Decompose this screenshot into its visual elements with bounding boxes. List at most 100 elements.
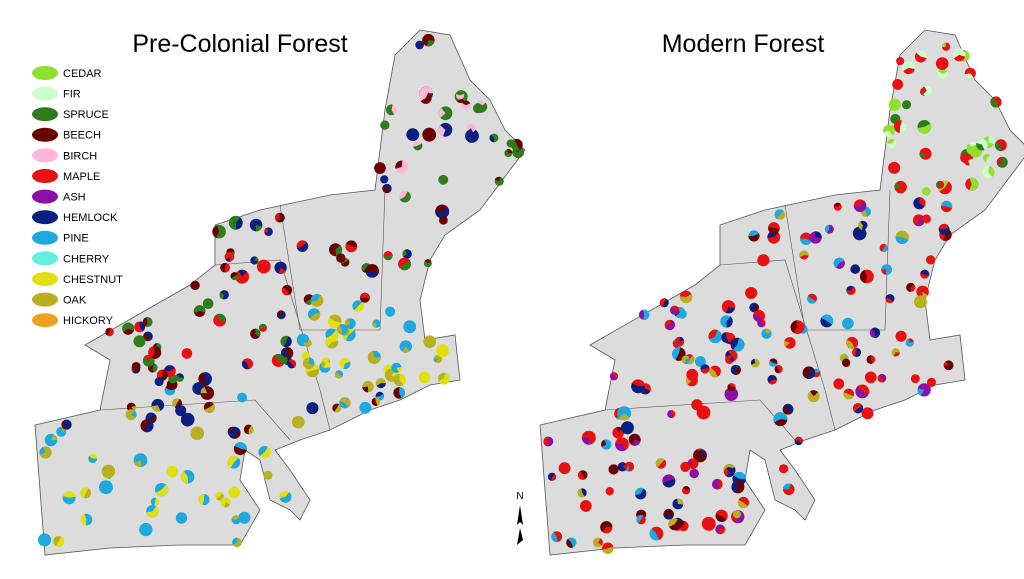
tree-pie-wedge [936,59,949,70]
tree-pie [617,462,628,472]
tree-pie-wedge [380,120,390,129]
tree-pie-wedge [725,306,736,314]
tree-pie-wedge [807,368,816,379]
tree-pie-wedge [280,335,289,347]
tree-pie-wedge [930,259,936,265]
tree-pie-wedge [281,287,290,296]
tree-pie-wedge [597,538,603,546]
legend-label: CEDAR [63,68,102,80]
tree-pie-wedge [885,298,893,304]
tree-pie-wedge [362,386,369,393]
tree-pie-wedge [679,336,685,342]
tree-pie-wedge [926,377,935,385]
tree-pie [399,340,412,353]
tree-pie-wedge [677,498,684,505]
tree-pie-wedge [340,253,346,263]
tree-pie-wedge [264,228,269,233]
tree-pie-wedge [258,445,268,457]
legend-swatch [32,169,58,183]
tree-pie-wedge [438,107,446,118]
state-border [214,259,331,431]
tree-pie-wedge [605,489,613,496]
tree-pie-wedge [171,384,177,391]
tree-pie-wedge [602,542,614,550]
tree-pie-wedge [151,405,161,412]
tree-pie-wedge [151,345,162,359]
tree-pie-wedge [842,323,849,330]
tree-pie-wedge [399,387,405,399]
tree-pie-wedge [784,340,790,347]
tree-pie-wedge [917,123,932,134]
tree-pie-wedge [231,515,240,520]
tree-pie-wedge [506,149,513,154]
tree-pie-wedge [151,414,157,423]
tree-pie-wedge [489,134,495,143]
tree-pie-wedge [224,263,230,273]
tree-pie-wedge [61,427,67,432]
tree-pie-wedge [84,513,93,526]
tree-pie-wedge [881,269,887,275]
tree-pie-wedge [413,143,423,151]
tree-pie-wedge [821,314,834,325]
compass-arrow [517,505,523,545]
tree-pie-wedge [914,52,927,63]
tree-pie-wedge [399,373,406,385]
tree-pie-wedge [386,104,395,116]
tree-pie-wedge [416,44,424,50]
tree-pie-wedge [852,347,857,357]
tree-pie-wedge [274,213,280,222]
tree-pie-wedge [139,341,146,348]
tree-pie-wedge [103,480,113,494]
tree-pie-wedge [753,310,765,322]
tree-pie-wedge [581,437,590,445]
legend-swatch [32,86,58,101]
tree-pie-wedge [255,328,261,338]
tree-pie-wedge [938,223,949,230]
tree-pie-wedge [612,372,619,379]
tree-pie-wedge [402,346,410,353]
tree-pie-wedge [810,390,819,397]
tree-pie-wedge [297,333,306,340]
legend-label: FIR [63,89,81,101]
tree-pie-wedge [227,426,233,432]
tree-pie-wedge [846,339,855,349]
tree-pie-wedge [420,92,432,104]
tree-pie-wedge [721,332,729,343]
state-border [604,399,796,441]
tree-pie-wedge [134,460,142,468]
tree-pie [235,269,250,284]
tree-pie-wedge [156,377,164,387]
tree-pie-wedge [600,521,613,532]
tree-pie-wedge [146,506,159,518]
tree-pie-wedge [297,242,309,252]
tree-pie-wedge [707,519,716,531]
tree-pie-wedge [754,304,759,312]
tree-pie-wedge [716,526,726,535]
tree-pie-wedge [212,225,220,238]
legend-swatch [32,66,58,80]
tree-pie-wedge [155,484,169,497]
tree-pie-wedge [398,257,410,269]
tree-pie-wedge [748,233,760,242]
tree-pie-wedge [61,421,67,428]
legend-swatch [32,272,58,286]
tree-pie-wedge [895,236,909,245]
tree-pie-wedge [38,533,47,546]
tree-pie-wedge [659,298,666,308]
tree-pie-wedge [306,404,319,415]
tree-pie-wedge [866,355,873,364]
tree-pie-wedge [618,413,630,421]
tree-pie-wedge [783,483,791,490]
tree-pie-wedge [844,358,851,367]
tree-pie-wedge [995,141,1002,152]
tree-pie-wedge [170,470,179,478]
tree-pie-wedge [794,436,803,444]
tree-pie-wedge [888,161,897,173]
tree-pie-wedge [474,103,483,113]
tree-pie-wedge [636,514,644,524]
tree-pie-wedge [39,447,46,455]
tree-pie-wedge [651,526,664,540]
tree-pie-wedge [438,373,450,385]
legend-swatch [32,230,58,245]
tree-pie-wedge [672,341,679,349]
